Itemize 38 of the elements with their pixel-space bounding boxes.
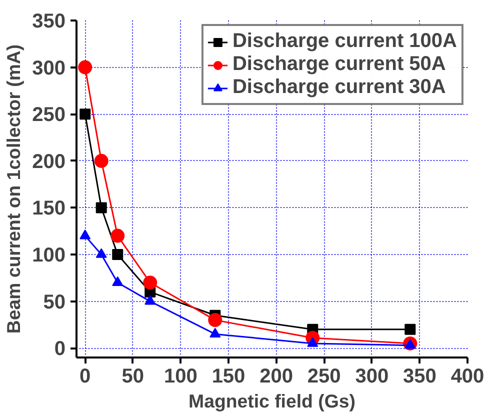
y-tick-label: 250	[32, 104, 66, 126]
x-tick-label: 150	[212, 366, 246, 388]
point	[94, 154, 108, 168]
point	[110, 228, 125, 243]
point	[210, 328, 221, 338]
y-tick-label: 300	[32, 57, 66, 80]
point	[144, 295, 156, 305]
y-tick-label: 200	[32, 150, 66, 173]
point	[112, 249, 124, 260]
x-tick-label: 200	[260, 366, 293, 388]
y-tick-label: 100	[32, 244, 66, 267]
point	[96, 248, 107, 258]
legend-label: Discharge current 100A	[232, 30, 457, 53]
point	[307, 337, 318, 347]
y-axis-title: Beam current on 1collector (mA)	[3, 44, 24, 334]
y-tick-label: 150	[32, 198, 66, 220]
point	[404, 324, 416, 335]
point	[208, 313, 222, 328]
legend-label: Discharge current 30A	[232, 76, 446, 99]
point	[80, 230, 91, 240]
point	[78, 60, 92, 74]
x-tick-label: 0	[80, 366, 91, 388]
x-axis-title: Magnetic field (Gs)	[188, 390, 356, 412]
y-tick-label: 50	[43, 291, 66, 314]
point	[112, 276, 124, 286]
y-tick-label: 350	[32, 10, 66, 32]
x-tick-label: 350	[403, 366, 436, 388]
legend-label: Discharge current 50A	[232, 53, 446, 76]
x-tick-label: 300	[355, 366, 389, 388]
x-tick-label: 50	[122, 366, 144, 388]
x-tick-label: 400	[450, 366, 484, 388]
x-tick-label: 100	[164, 366, 198, 388]
point	[143, 276, 158, 290]
x-tick-label: 250	[307, 366, 341, 388]
y-tick-label: 0	[54, 338, 66, 360]
point	[96, 202, 107, 214]
point	[80, 108, 91, 120]
point	[404, 339, 416, 349]
